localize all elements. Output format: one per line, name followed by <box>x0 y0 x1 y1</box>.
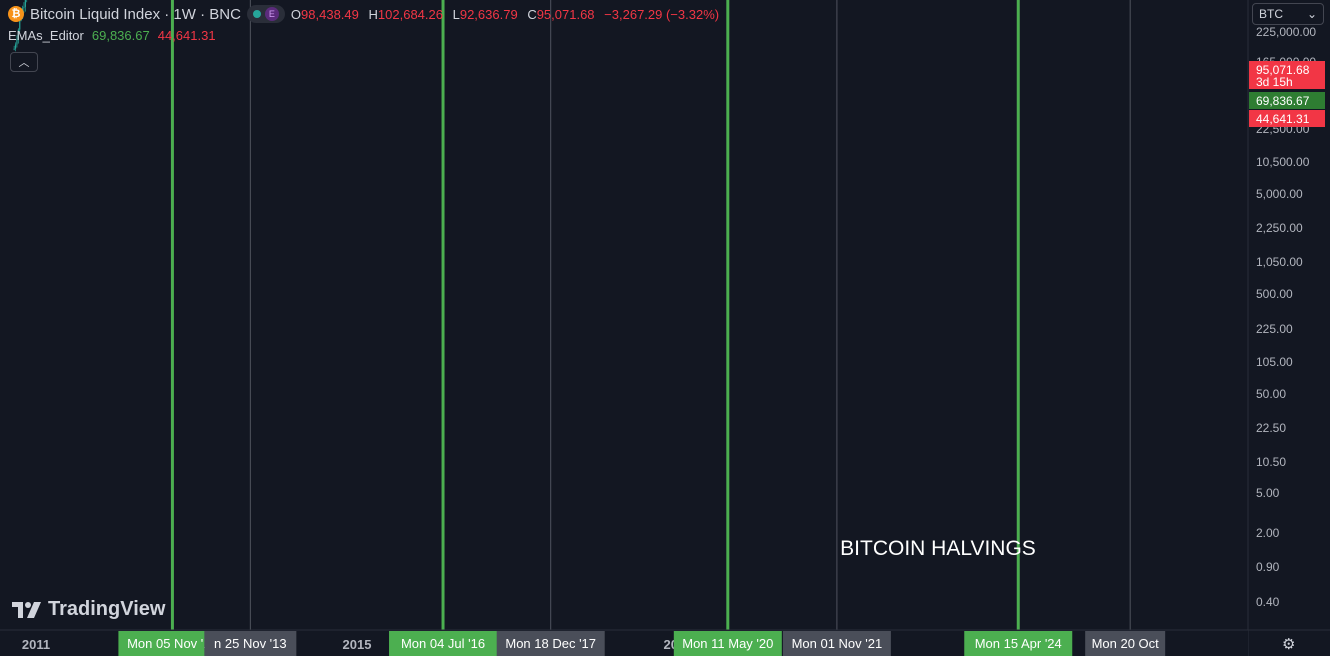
date-tag-label-5: Mon 01 Nov '21 <box>792 636 883 651</box>
date-tag-label-1: n 25 Nov '13 <box>214 636 287 651</box>
currency-value: BTC <box>1259 7 1283 21</box>
indicator-name[interactable]: EMAs_Editor <box>8 28 84 43</box>
date-tag-4 <box>673 631 782 656</box>
date-tag-3 <box>496 631 605 656</box>
bitcoin-icon: ₿ <box>8 6 24 22</box>
collapse-legend-button[interactable]: ︿ <box>10 52 38 72</box>
price-axis-label-8: 225.00 <box>1256 322 1293 336</box>
price-axis-label-16: 0.40 <box>1256 595 1280 609</box>
chevron-down-icon: ⌄ <box>1306 7 1317 21</box>
price-axis-label-4: 5,000.00 <box>1256 187 1303 201</box>
date-tag-5 <box>782 631 891 656</box>
price-axis-label-10: 50.00 <box>1256 387 1286 401</box>
price-axis-label-9: 105.00 <box>1256 355 1293 369</box>
date-tag-label-2: Mon 04 Jul '16 <box>401 636 485 651</box>
ohlc-readout: O98,438.49 H102,684.26 L92,636.79 C95,07… <box>291 7 725 22</box>
date-tag-label-4: Mon 11 May '20 <box>682 636 773 651</box>
candle-body-3 <box>17 29 19 40</box>
candle-body-7 <box>23 6 25 9</box>
close-label: C <box>527 6 537 22</box>
price-tag-1 <box>1249 92 1325 109</box>
low-value: 92,636.79 <box>459 6 518 22</box>
date-tag-2 <box>389 631 498 656</box>
candle-body-1 <box>14 44 17 49</box>
high-label: H <box>368 6 378 22</box>
date-tag-7 <box>1085 631 1166 656</box>
price-axis-label-13: 5.00 <box>1256 486 1280 500</box>
price-tag-value-2: 44,641.31 <box>1256 112 1310 126</box>
chart-header: ₿ Bitcoin Liquid Index · 1W · BNC E O98,… <box>8 4 725 24</box>
gear-icon: ⚙ <box>1282 636 1296 653</box>
market-status-icon <box>252 10 261 18</box>
price-tag-value-0: 95,071.68 <box>1256 63 1310 77</box>
ema-fast-value: 69,836.67 <box>91 28 150 43</box>
price-tag-value-1: 69,836.67 <box>1256 94 1310 108</box>
chevron-up-icon: ︿ <box>18 57 30 69</box>
date-tag-label-7: Mon 20 Oct <box>1092 636 1160 651</box>
year-label-1: 2015 <box>343 637 372 652</box>
candle-body-2 <box>16 39 18 45</box>
price-axis-label-0: 225,000.00 <box>1256 25 1316 39</box>
price-axis-label-7: 500.00 <box>1256 287 1293 301</box>
price-axis-label-11: 22.50 <box>1256 421 1286 435</box>
tradingview-logo-icon <box>12 601 41 618</box>
price-tag-2 <box>1249 110 1325 127</box>
price-axis-label-12: 10.50 <box>1256 455 1286 469</box>
price-axis-label-5: 2,250.00 <box>1256 221 1303 235</box>
price-axis-label-3: 10,500.00 <box>1256 155 1310 169</box>
date-tag-label-6: Mon 15 Apr '24 <box>975 636 1062 651</box>
open-label: O <box>290 6 302 22</box>
status-pill[interactable]: E <box>246 5 285 23</box>
close-value: 95,071.68 <box>536 6 595 22</box>
price-axis-label-15: 0.90 <box>1256 560 1280 574</box>
candle-body-0 <box>13 48 15 50</box>
indicator-legend[interactable]: EMAs_Editor 69,836.67 44,641.31 <box>8 28 216 43</box>
logo-text: TradingView <box>48 598 166 620</box>
chart-settings-button[interactable]: ⚙ <box>1282 635 1295 653</box>
date-tag-1 <box>204 631 297 656</box>
high-value: 102,684.26 <box>377 6 443 22</box>
ema-slow-value: 44,641.31 <box>157 28 216 43</box>
candle-body-4 <box>19 20 21 30</box>
candle-body-8 <box>24 0 26 7</box>
change-value: −3,267.29 (−3.32%) <box>604 6 720 22</box>
earnings-badge: E <box>264 7 279 21</box>
price-axis-label-14: 2.00 <box>1256 526 1280 540</box>
date-tag-label-3: Mon 18 Dec '17 <box>505 636 596 651</box>
open-value: 98,438.49 <box>301 6 359 22</box>
price-axis-label-6: 1,050.00 <box>1256 255 1303 269</box>
low-label: L <box>452 6 460 22</box>
date-tag-6 <box>964 631 1073 656</box>
price-tag-countdown-0: 3d 15h <box>1256 75 1293 89</box>
year-label-0: 2011 <box>22 637 50 652</box>
tradingview-logo: TradingView <box>12 598 165 621</box>
price-tag-0 <box>1249 61 1325 89</box>
symbol-title[interactable]: Bitcoin Liquid Index · 1W · BNC <box>30 5 241 23</box>
currency-select[interactable]: BTC ⌄ <box>1252 3 1324 25</box>
date-tag-label-0: Mon 05 Nov '12 <box>127 636 218 651</box>
halvings-annotation: BITCOIN HALVINGS <box>840 537 1036 560</box>
